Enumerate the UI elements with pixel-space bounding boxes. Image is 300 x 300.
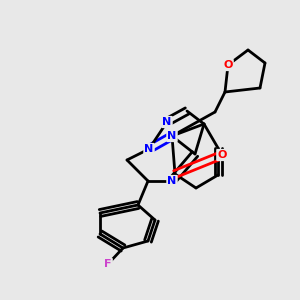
Text: N: N	[167, 176, 177, 186]
Text: O: O	[217, 150, 227, 160]
Text: N: N	[144, 144, 154, 154]
Text: O: O	[223, 60, 233, 70]
Text: F: F	[104, 259, 112, 269]
Text: N: N	[162, 117, 172, 127]
Text: N: N	[167, 131, 177, 141]
